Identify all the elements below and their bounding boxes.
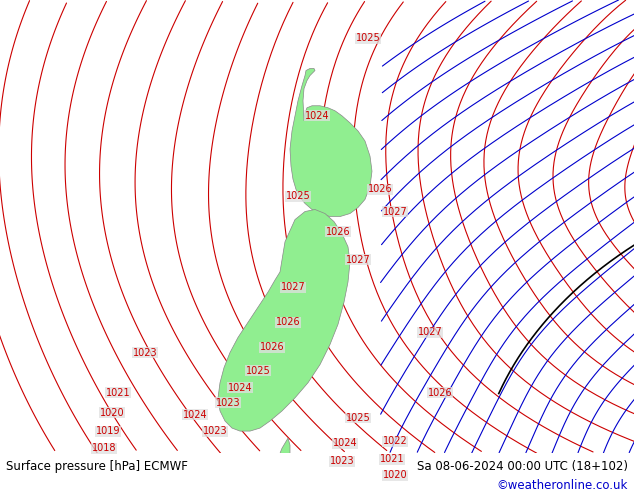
Text: 1024: 1024 bbox=[228, 383, 252, 393]
Text: 1026: 1026 bbox=[428, 388, 452, 398]
Text: 1023: 1023 bbox=[203, 426, 228, 436]
Text: 1018: 1018 bbox=[92, 443, 116, 453]
Text: 1024: 1024 bbox=[305, 111, 329, 121]
Polygon shape bbox=[290, 69, 372, 217]
Text: 1023: 1023 bbox=[216, 398, 240, 408]
Text: 1025: 1025 bbox=[356, 33, 380, 43]
Text: 1020: 1020 bbox=[100, 408, 124, 418]
Text: 1026: 1026 bbox=[276, 318, 301, 327]
Polygon shape bbox=[280, 438, 290, 458]
Text: 1025: 1025 bbox=[245, 366, 270, 376]
Text: 1020: 1020 bbox=[383, 470, 407, 480]
Text: 1027: 1027 bbox=[418, 327, 443, 338]
Text: 1021: 1021 bbox=[106, 388, 131, 398]
Text: 1027: 1027 bbox=[281, 282, 306, 292]
Text: 1021: 1021 bbox=[380, 454, 404, 465]
Text: 1025: 1025 bbox=[346, 413, 370, 423]
Polygon shape bbox=[218, 210, 350, 431]
Text: 1023: 1023 bbox=[330, 456, 354, 466]
Text: Sa 08-06-2024 00:00 UTC (18+102): Sa 08-06-2024 00:00 UTC (18+102) bbox=[417, 460, 628, 473]
Text: 1023: 1023 bbox=[133, 347, 157, 358]
Text: ©weatheronline.co.uk: ©weatheronline.co.uk bbox=[496, 479, 628, 490]
Text: 1019: 1019 bbox=[96, 426, 120, 436]
Text: 1026: 1026 bbox=[326, 227, 351, 237]
Text: 1022: 1022 bbox=[383, 436, 408, 446]
Text: 1024: 1024 bbox=[183, 410, 207, 420]
Text: 1027: 1027 bbox=[383, 206, 408, 217]
Text: Surface pressure [hPa] ECMWF: Surface pressure [hPa] ECMWF bbox=[6, 460, 188, 473]
Text: 1027: 1027 bbox=[346, 255, 370, 265]
Text: 1025: 1025 bbox=[286, 192, 311, 201]
Text: 1024: 1024 bbox=[333, 438, 358, 448]
Text: 1026: 1026 bbox=[260, 343, 284, 352]
Text: 1026: 1026 bbox=[368, 184, 392, 195]
